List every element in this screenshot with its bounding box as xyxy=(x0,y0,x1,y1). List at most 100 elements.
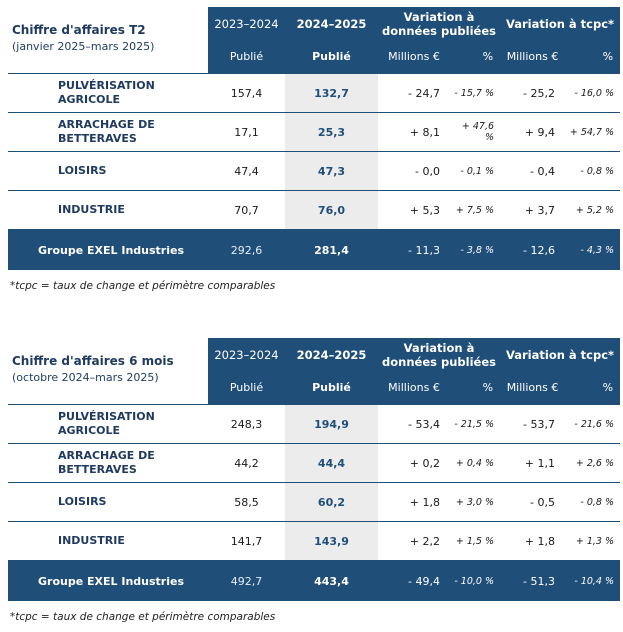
total-var-millions: - 11,3 xyxy=(378,229,450,270)
subheader-curr-published: Publié xyxy=(285,371,378,405)
row-var-percent: - 0,1 % xyxy=(450,151,501,191)
table-row: INDUSTRIE 141,7 143,9 + 2,2 + 1,5 % + 1,… xyxy=(8,521,621,561)
total-prev-value: 292,6 xyxy=(208,229,285,270)
row-tcpc-millions: + 1,1 xyxy=(500,443,566,483)
row-tcpc-percent: + 54,7 % xyxy=(565,112,621,152)
row-tcpc-percent: + 5,2 % xyxy=(565,190,621,230)
subheader-millions-1: Millions € xyxy=(378,40,450,74)
row-tcpc-millions: - 25,2 xyxy=(500,73,566,113)
row-var-percent: + 3,0 % xyxy=(450,482,501,522)
total-var-percent: - 3,8 % xyxy=(450,229,501,270)
row-var-millions: - 24,7 xyxy=(378,73,450,113)
header-variation-published: Variation à données publiées xyxy=(378,338,501,371)
table-title-cell: Chiffre d'affaires 6 mois (octobre 2024–… xyxy=(8,338,208,405)
table-row: ARRACHAGE DE BETTERAVES 17,1 25,3 + 8,1 … xyxy=(8,112,621,152)
row-prev-value: 58,5 xyxy=(208,482,285,522)
row-var-percent: + 47,6 % xyxy=(450,112,501,152)
row-prev-value: 248,3 xyxy=(208,404,285,444)
row-label: ARRACHAGE DE BETTERAVES xyxy=(8,443,208,483)
header-curr-year: 2024–2025 xyxy=(285,7,378,40)
row-tcpc-millions: + 3,7 xyxy=(500,190,566,230)
row-tcpc-percent: - 16,0 % xyxy=(565,73,621,113)
row-var-millions: + 0,2 xyxy=(378,443,450,483)
total-var-millions: - 49,4 xyxy=(378,560,450,601)
row-label: PULVÉRISATION AGRICOLE xyxy=(8,404,208,444)
row-label: INDUSTRIE xyxy=(8,521,208,561)
subheader-percent-1: % xyxy=(450,371,501,405)
row-label: LOISIRS xyxy=(8,482,208,522)
table-row: ARRACHAGE DE BETTERAVES 44,2 44,4 + 0,2 … xyxy=(8,443,621,483)
row-prev-value: 141,7 xyxy=(208,521,285,561)
row-var-percent: - 21,5 % xyxy=(450,404,501,444)
row-curr-value: 25,3 xyxy=(285,112,378,152)
total-label: Groupe EXEL Industries xyxy=(8,229,208,270)
header-variation-tcpc: Variation à tcpc* xyxy=(500,338,621,371)
subheader-millions-1: Millions € xyxy=(378,371,450,405)
subheader-millions-2: Millions € xyxy=(500,40,566,74)
subheader-prev-published: Publié xyxy=(208,371,285,405)
row-tcpc-millions: - 0,5 xyxy=(500,482,566,522)
subheader-percent-1: % xyxy=(450,40,501,74)
revenue-6m-table: Chiffre d'affaires 6 mois (octobre 2024–… xyxy=(8,338,621,601)
row-var-millions: - 53,4 xyxy=(378,404,450,444)
total-row: Groupe EXEL Industries 292,6 281,4 - 11,… xyxy=(8,229,621,270)
total-row: Groupe EXEL Industries 492,7 443,4 - 49,… xyxy=(8,560,621,601)
subheader-percent-2: % xyxy=(565,40,621,74)
total-label: Groupe EXEL Industries xyxy=(8,560,208,601)
row-label: INDUSTRIE xyxy=(8,190,208,230)
row-tcpc-percent: + 1,3 % xyxy=(565,521,621,561)
row-tcpc-millions: - 0,4 xyxy=(500,151,566,191)
row-curr-value: 143,9 xyxy=(285,521,378,561)
total-tcpc-percent: - 10,4 % xyxy=(565,560,621,601)
row-var-percent: - 15,7 % xyxy=(450,73,501,113)
row-var-millions: + 5,3 xyxy=(378,190,450,230)
row-var-percent: + 0,4 % xyxy=(450,443,501,483)
row-var-millions: + 8,1 xyxy=(378,112,450,152)
table-row: LOISIRS 47,4 47,3 - 0,0 - 0,1 % - 0,4 - … xyxy=(8,151,621,191)
table-row: PULVÉRISATION AGRICOLE 248,3 194,9 - 53,… xyxy=(8,404,621,444)
row-var-percent: + 1,5 % xyxy=(450,521,501,561)
total-prev-value: 492,7 xyxy=(208,560,285,601)
row-tcpc-millions: + 1,8 xyxy=(500,521,566,561)
row-curr-value: 60,2 xyxy=(285,482,378,522)
row-curr-value: 47,3 xyxy=(285,151,378,191)
row-curr-value: 44,4 xyxy=(285,443,378,483)
footnote: *tcpc = taux de change et périmètre comp… xyxy=(10,611,276,623)
row-tcpc-millions: - 53,7 xyxy=(500,404,566,444)
table-title-cell: Chiffre d'affaires T2 (janvier 2025–mars… xyxy=(8,7,208,74)
row-tcpc-percent: - 21,6 % xyxy=(565,404,621,444)
header-variation-published: Variation à données publiées xyxy=(378,7,501,40)
subheader-curr-published: Publié xyxy=(285,40,378,74)
revenue-6m-table-block: Chiffre d'affaires 6 mois (octobre 2024–… xyxy=(8,338,621,623)
total-tcpc-millions: - 51,3 xyxy=(500,560,566,601)
row-tcpc-percent: - 0,8 % xyxy=(565,151,621,191)
row-prev-value: 47,4 xyxy=(208,151,285,191)
header-prev-year: 2023–2024 xyxy=(208,338,285,371)
row-var-percent: + 7,5 % xyxy=(450,190,501,230)
total-tcpc-percent: - 4,3 % xyxy=(565,229,621,270)
row-tcpc-percent: + 2,6 % xyxy=(565,443,621,483)
total-tcpc-millions: - 12,6 xyxy=(500,229,566,270)
subheader-millions-2: Millions € xyxy=(500,371,566,405)
table-row: INDUSTRIE 70,7 76,0 + 5,3 + 7,5 % + 3,7 … xyxy=(8,190,621,230)
revenue-q2-table: Chiffre d'affaires T2 (janvier 2025–mars… xyxy=(8,7,621,270)
row-prev-value: 70,7 xyxy=(208,190,285,230)
subheader-percent-2: % xyxy=(565,371,621,405)
header-prev-year: 2023–2024 xyxy=(208,7,285,40)
header-curr-year: 2024–2025 xyxy=(285,338,378,371)
row-prev-value: 17,1 xyxy=(208,112,285,152)
row-var-millions: - 0,0 xyxy=(378,151,450,191)
table-row: PULVÉRISATION AGRICOLE 157,4 132,7 - 24,… xyxy=(8,73,621,113)
row-curr-value: 76,0 xyxy=(285,190,378,230)
row-label: LOISIRS xyxy=(8,151,208,191)
row-tcpc-percent: - 0,8 % xyxy=(565,482,621,522)
table-subtitle: (janvier 2025–mars 2025) xyxy=(12,40,155,53)
row-tcpc-millions: + 9,4 xyxy=(500,112,566,152)
row-var-millions: + 2,2 xyxy=(378,521,450,561)
footnote: *tcpc = taux de change et périmètre comp… xyxy=(10,280,276,292)
total-curr-value: 281,4 xyxy=(285,229,378,270)
row-label: PULVÉRISATION AGRICOLE xyxy=(8,73,208,113)
table-title: Chiffre d'affaires T2 xyxy=(12,23,146,37)
total-var-percent: - 10,0 % xyxy=(450,560,501,601)
row-var-millions: + 1,8 xyxy=(378,482,450,522)
